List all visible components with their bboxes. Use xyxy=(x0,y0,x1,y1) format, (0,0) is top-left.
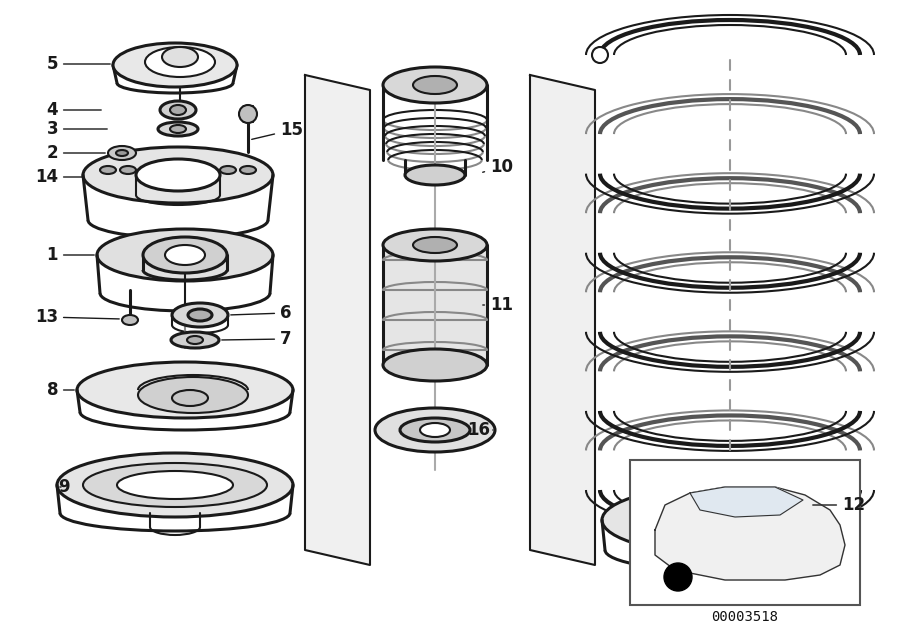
Polygon shape xyxy=(655,487,845,580)
Text: 1: 1 xyxy=(47,246,94,264)
Ellipse shape xyxy=(400,418,470,442)
Text: 12: 12 xyxy=(813,496,865,514)
Ellipse shape xyxy=(420,423,450,437)
Ellipse shape xyxy=(116,150,128,156)
Ellipse shape xyxy=(57,453,293,517)
Text: 6: 6 xyxy=(230,304,292,322)
Text: 2: 2 xyxy=(47,144,105,162)
Ellipse shape xyxy=(83,147,273,203)
Polygon shape xyxy=(383,245,487,365)
Ellipse shape xyxy=(383,229,487,261)
Ellipse shape xyxy=(160,101,196,119)
Ellipse shape xyxy=(240,166,256,174)
Ellipse shape xyxy=(375,408,495,452)
Ellipse shape xyxy=(383,349,487,381)
Text: 14: 14 xyxy=(35,168,82,186)
Bar xyxy=(630,460,860,605)
Ellipse shape xyxy=(405,165,465,185)
Circle shape xyxy=(664,563,692,591)
Text: 16: 16 xyxy=(467,421,493,439)
Ellipse shape xyxy=(413,237,457,253)
Polygon shape xyxy=(305,75,370,565)
Ellipse shape xyxy=(172,390,208,406)
Ellipse shape xyxy=(143,237,227,273)
Ellipse shape xyxy=(187,336,203,344)
Ellipse shape xyxy=(413,76,457,94)
Text: 10: 10 xyxy=(482,158,513,176)
Ellipse shape xyxy=(136,159,220,191)
Ellipse shape xyxy=(188,309,212,321)
Text: 7: 7 xyxy=(221,330,292,348)
Ellipse shape xyxy=(220,166,236,174)
Ellipse shape xyxy=(162,47,198,67)
Text: 00003518: 00003518 xyxy=(712,610,778,624)
Ellipse shape xyxy=(592,47,608,63)
Ellipse shape xyxy=(77,362,293,418)
Ellipse shape xyxy=(117,471,233,499)
Text: 4: 4 xyxy=(47,101,101,119)
Ellipse shape xyxy=(239,105,257,123)
Text: 3: 3 xyxy=(47,120,107,138)
Ellipse shape xyxy=(138,377,248,413)
Ellipse shape xyxy=(113,43,237,87)
Ellipse shape xyxy=(165,245,205,265)
Text: 11: 11 xyxy=(482,296,513,314)
Ellipse shape xyxy=(170,105,186,115)
Ellipse shape xyxy=(171,332,219,348)
Polygon shape xyxy=(690,487,803,517)
Ellipse shape xyxy=(158,122,198,136)
Ellipse shape xyxy=(145,47,215,77)
Ellipse shape xyxy=(635,495,825,545)
Ellipse shape xyxy=(170,125,186,133)
Text: 8: 8 xyxy=(47,381,74,399)
Ellipse shape xyxy=(602,485,858,555)
Ellipse shape xyxy=(100,166,116,174)
Text: 13: 13 xyxy=(35,308,119,326)
Text: 15: 15 xyxy=(252,121,303,139)
Ellipse shape xyxy=(120,166,136,174)
Ellipse shape xyxy=(383,67,487,103)
Ellipse shape xyxy=(108,146,136,160)
Polygon shape xyxy=(530,75,595,565)
Text: 5: 5 xyxy=(47,55,110,73)
Ellipse shape xyxy=(122,315,138,325)
Ellipse shape xyxy=(172,303,228,327)
Text: 9: 9 xyxy=(58,478,69,496)
Ellipse shape xyxy=(83,463,267,507)
Ellipse shape xyxy=(97,229,273,281)
